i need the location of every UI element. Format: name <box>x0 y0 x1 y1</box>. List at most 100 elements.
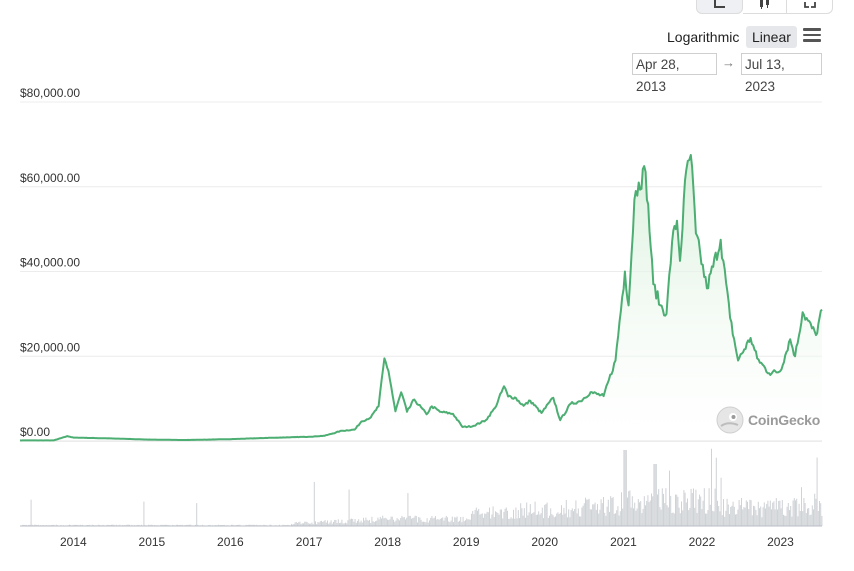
volume-bar <box>405 519 406 526</box>
volume-bar <box>438 519 440 526</box>
volume-bar <box>786 506 788 526</box>
volume-bar <box>603 497 604 526</box>
volume-bar <box>294 522 296 526</box>
line-chart-button[interactable] <box>696 0 743 14</box>
volume-bar <box>720 477 722 526</box>
volume-bar <box>729 514 730 526</box>
volume-bar <box>498 514 500 526</box>
volume-bar <box>364 520 366 526</box>
volume-bar <box>459 520 460 526</box>
volume-bar <box>631 496 633 526</box>
volume-bar <box>485 513 487 526</box>
volume-bar <box>484 513 486 526</box>
volume-bar <box>798 503 800 526</box>
volume-bar <box>279 524 280 526</box>
volume-bar <box>592 504 594 526</box>
volume-bar <box>707 510 709 526</box>
volume-bar <box>625 450 627 526</box>
volume-bar <box>473 514 475 526</box>
volume-bar <box>735 514 736 526</box>
volume-bar <box>532 513 534 526</box>
volume-bar <box>709 504 711 526</box>
volume-bar <box>449 522 451 526</box>
volume-bar <box>407 493 409 526</box>
volume-bar <box>175 524 177 526</box>
volume-bar <box>371 516 373 526</box>
date-range-to-input[interactable]: Jul 13, 2023 <box>741 53 822 94</box>
volume-bar <box>491 514 493 526</box>
volume-bar <box>35 524 37 526</box>
volume-bar <box>417 522 418 526</box>
volume-bar <box>378 519 380 526</box>
volume-bar <box>457 521 459 526</box>
volume-bar <box>639 502 640 526</box>
volume-bar <box>52 524 54 526</box>
volume-bar <box>677 496 679 526</box>
volume-bar <box>537 514 538 526</box>
volume-bar <box>327 520 328 526</box>
volume-bar <box>127 524 129 526</box>
volume-bar <box>816 457 818 526</box>
volume-bar <box>298 522 300 526</box>
volume-bar <box>166 524 168 526</box>
price-area-fill <box>20 155 822 441</box>
volume-bar <box>507 510 508 526</box>
volume-bar <box>365 517 367 526</box>
volume-bar <box>756 515 758 526</box>
volume-bar <box>390 516 392 526</box>
linear-scale-button[interactable]: Linear <box>746 26 797 48</box>
volume-bar <box>414 515 416 526</box>
volume-bar <box>589 509 591 526</box>
volume-bar <box>693 488 694 526</box>
volume-bar <box>353 521 355 526</box>
volume-bar <box>461 522 463 526</box>
volume-bar <box>389 519 391 526</box>
volume-bar <box>322 521 324 526</box>
volume-bar <box>239 524 241 526</box>
volume-bar <box>672 512 674 526</box>
volume-bar <box>671 513 673 526</box>
volume-bar <box>466 518 468 526</box>
volume-bar <box>801 487 802 526</box>
volume-bar <box>538 511 540 526</box>
x-tick-label: 2023 <box>767 535 794 549</box>
volume-bar <box>112 524 114 526</box>
hamburger-menu-icon[interactable] <box>803 28 821 42</box>
volume-bar <box>492 506 494 526</box>
volume-bar <box>669 470 670 526</box>
volume-bar <box>744 507 746 526</box>
volume-bar <box>699 494 700 526</box>
volume-bar <box>508 518 510 526</box>
volume-bar <box>496 512 498 526</box>
fullscreen-button[interactable] <box>787 0 833 14</box>
volume-bar <box>799 511 801 526</box>
volume-bar <box>451 516 453 526</box>
volume-bar <box>295 521 297 526</box>
volume-bar <box>397 519 399 526</box>
volume-bar <box>690 488 692 526</box>
volume-bar <box>561 505 562 526</box>
logarithmic-scale-button[interactable]: Logarithmic <box>667 29 740 45</box>
volume-bar <box>559 512 561 526</box>
volume-bar <box>636 508 638 526</box>
volume-bar <box>795 500 796 526</box>
volume-bar <box>810 514 812 526</box>
volume-bar <box>739 505 741 526</box>
volume-bar <box>523 508 525 526</box>
volume-bar <box>366 519 368 526</box>
volume-bar <box>391 516 393 526</box>
volume-bar <box>600 499 602 526</box>
volume-bar <box>499 509 501 526</box>
volume-bar <box>427 522 429 526</box>
volume-bar <box>292 524 294 526</box>
volume-bar <box>684 492 686 526</box>
date-range-from-input[interactable]: Apr 28, 2013 <box>632 53 717 94</box>
volume-bar <box>22 524 24 526</box>
volume-bar <box>343 523 345 526</box>
volume-bar <box>77 524 79 526</box>
candlestick-button[interactable] <box>743 0 787 14</box>
volume-bar <box>55 524 57 526</box>
volume-bar <box>678 507 680 526</box>
volume-bar <box>437 519 439 526</box>
volume-bar <box>252 524 254 526</box>
